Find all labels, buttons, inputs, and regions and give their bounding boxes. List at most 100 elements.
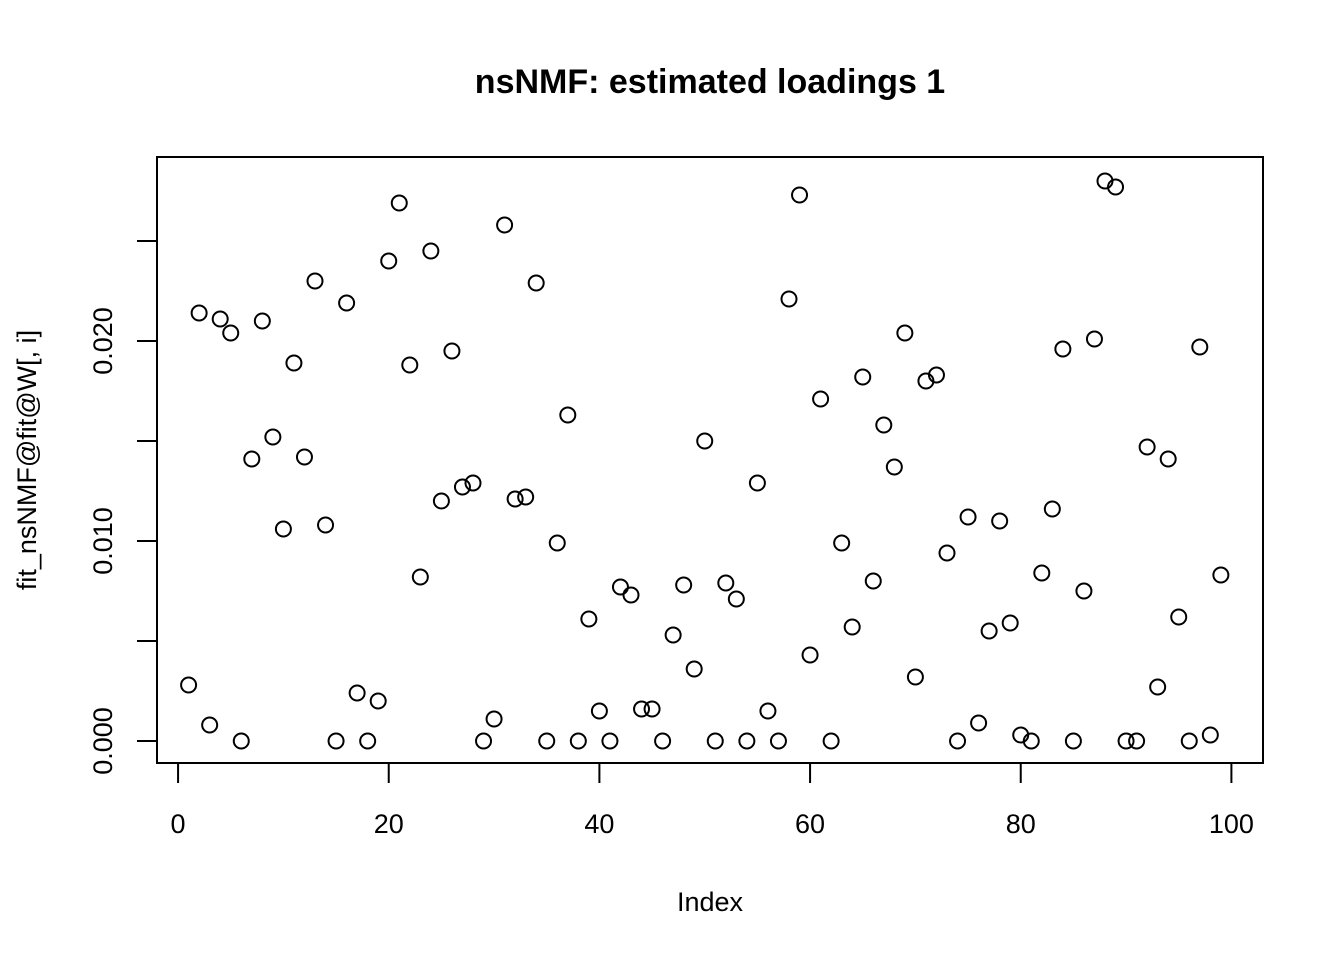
y-tick-label: 0.010 [88,507,118,575]
data-point [401,356,419,374]
data-point [590,702,608,720]
data-point [611,578,629,596]
data-point [1191,338,1209,356]
data-point [822,732,840,750]
data-point [243,450,261,468]
data-point [1149,678,1167,696]
data-point [622,586,640,604]
y-tick-label: 0.020 [88,307,118,375]
data-point [991,512,1009,530]
data-point [833,534,851,552]
data-point [222,324,240,342]
data-point [696,432,714,450]
data-point [1043,500,1061,518]
data-point [411,568,429,586]
chart-title: nsNMF: estimated loadings 1 [475,63,945,101]
data-point [1033,564,1051,582]
data-point [949,732,967,750]
data-point [1201,726,1219,744]
data-point [896,324,914,342]
data-point [548,534,566,552]
data-point [643,700,661,718]
data-point [717,574,735,592]
data-point [306,272,324,290]
data-point [232,732,250,750]
data-point [348,684,366,702]
data-point [1001,614,1019,632]
data-point [517,488,535,506]
data-point [601,732,619,750]
data-point [654,732,672,750]
data-point [464,474,482,492]
data-point [906,668,924,686]
data-point [748,474,766,492]
data-point [854,368,872,386]
data-point [1159,450,1177,468]
data-point [812,390,830,408]
data-point [432,492,450,510]
data-point [843,618,861,636]
data-point [580,610,598,628]
data-point [959,508,977,526]
x-tick-label: 0 [171,809,186,839]
x-tick-label: 80 [1006,809,1036,839]
data-point [327,732,345,750]
y-axis: 0.000 0.010 0.020 [88,240,158,775]
data-point [485,710,503,728]
data-points [180,172,1230,750]
data-point [706,732,724,750]
data-point [1138,438,1156,456]
data-point [664,626,682,644]
data-point [791,186,809,204]
data-point [685,660,703,678]
data-point [927,366,945,384]
data-point [1085,330,1103,348]
data-point [338,294,356,312]
data-point [274,520,292,538]
data-point [453,478,471,496]
data-point [506,490,524,508]
data-point [295,448,313,466]
data-point [559,406,577,424]
data-point [875,416,893,434]
data-point [359,732,377,750]
plot-frame [156,156,1264,764]
data-point [864,572,882,590]
data-point [885,458,903,476]
x-tick-label: 20 [374,809,404,839]
data-point [1054,340,1072,358]
data-point [769,732,787,750]
data-point [180,676,198,694]
data-point [253,312,271,330]
data-point [1128,732,1146,750]
data-point [1022,732,1040,750]
data-point [1212,566,1230,584]
x-tick-label: 100 [1209,809,1254,839]
x-axis-label: Index [677,887,744,917]
x-tick-label: 40 [584,809,614,839]
data-point [369,692,387,710]
data-point [759,702,777,720]
data-point [496,216,514,234]
data-point [285,354,303,372]
data-point [1075,582,1093,600]
y-tick-label: 0.000 [88,707,118,775]
y-axis-label: fit_nsNMF@fit@W[, i] [12,330,42,590]
x-tick-label: 60 [795,809,825,839]
data-point [1117,732,1135,750]
data-point [527,274,545,292]
data-point [1170,608,1188,626]
data-point [422,242,440,260]
data-point [380,252,398,270]
data-point [1064,732,1082,750]
data-point [201,716,219,734]
data-point [938,544,956,562]
data-point [1107,178,1125,196]
data-point [264,428,282,446]
data-point [970,714,988,732]
data-point [538,732,556,750]
data-point [390,194,408,212]
data-point [443,342,461,360]
data-point [569,732,587,750]
